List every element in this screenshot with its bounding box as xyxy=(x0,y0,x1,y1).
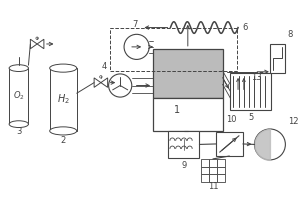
Bar xyxy=(201,174,209,182)
Polygon shape xyxy=(94,78,101,87)
Text: 1: 1 xyxy=(174,105,180,115)
Polygon shape xyxy=(30,39,37,49)
Ellipse shape xyxy=(50,64,77,72)
Bar xyxy=(153,98,223,131)
Bar xyxy=(50,68,77,131)
Ellipse shape xyxy=(50,127,77,135)
Text: 2: 2 xyxy=(61,136,66,145)
Bar xyxy=(230,73,271,110)
Bar xyxy=(153,49,223,98)
Bar xyxy=(169,131,200,158)
Bar xyxy=(209,167,217,174)
Ellipse shape xyxy=(9,121,28,128)
Text: 8: 8 xyxy=(287,30,293,39)
Bar xyxy=(110,28,237,71)
Circle shape xyxy=(109,74,132,97)
Text: 9: 9 xyxy=(181,161,187,170)
Text: 12: 12 xyxy=(288,117,299,126)
Polygon shape xyxy=(101,78,108,87)
Text: 10: 10 xyxy=(226,115,236,124)
Bar xyxy=(217,167,224,174)
Text: $O_2$: $O_2$ xyxy=(13,90,25,102)
Text: 11: 11 xyxy=(208,182,218,191)
Text: 7: 7 xyxy=(132,20,137,29)
Text: 5: 5 xyxy=(248,113,253,122)
Bar xyxy=(201,167,209,174)
Circle shape xyxy=(36,37,38,39)
Bar xyxy=(9,68,28,124)
Text: 4: 4 xyxy=(101,62,107,71)
Bar xyxy=(217,174,224,182)
Circle shape xyxy=(100,76,102,78)
Bar xyxy=(270,44,285,73)
Circle shape xyxy=(254,129,285,160)
Bar xyxy=(209,159,217,167)
Circle shape xyxy=(124,34,149,59)
Polygon shape xyxy=(37,39,44,49)
Text: 6: 6 xyxy=(243,23,248,32)
Text: $H_2$: $H_2$ xyxy=(57,93,70,106)
Bar xyxy=(209,174,217,182)
Text: 3: 3 xyxy=(16,127,22,136)
Text: 13: 13 xyxy=(250,73,261,82)
Bar xyxy=(201,159,209,167)
Bar xyxy=(216,132,243,156)
Ellipse shape xyxy=(9,65,28,72)
Bar xyxy=(217,159,224,167)
